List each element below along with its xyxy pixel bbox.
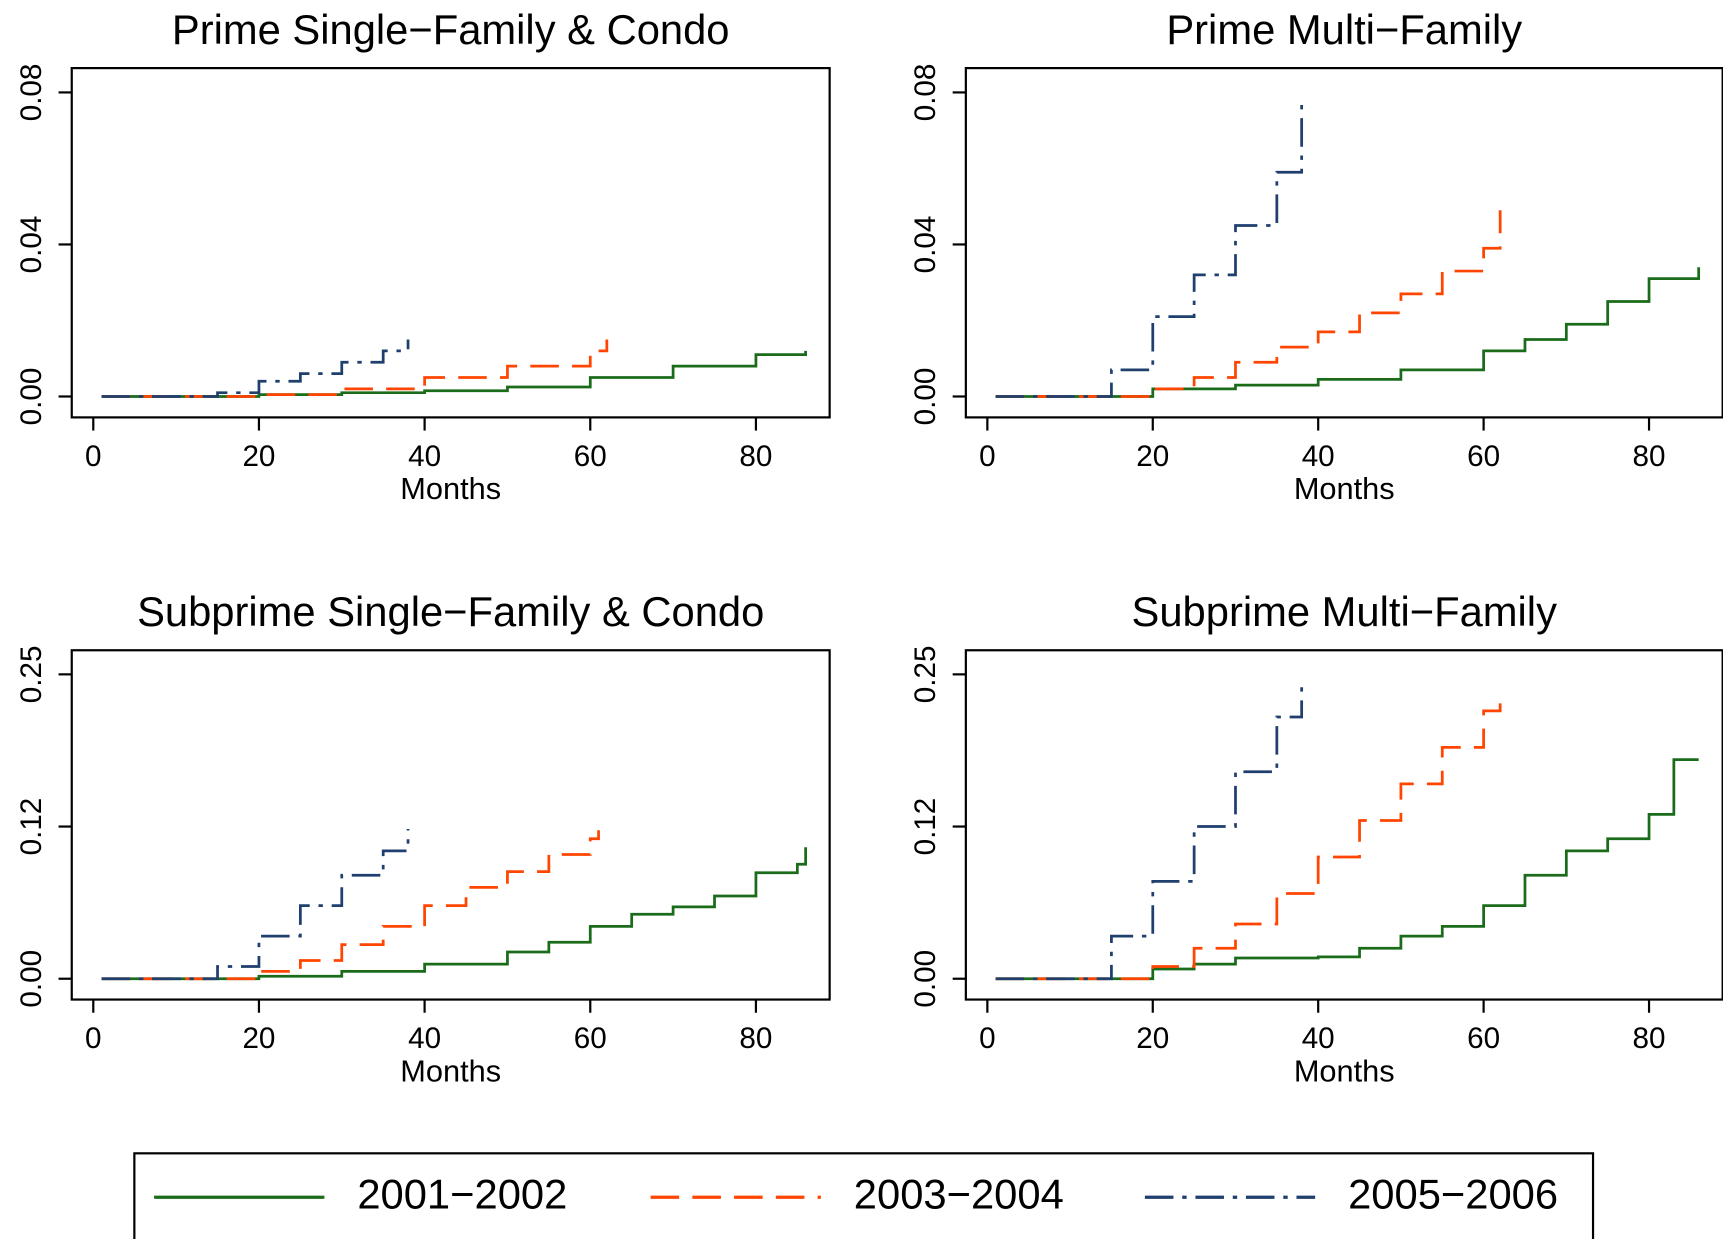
x-axis-label: Months: [400, 1053, 501, 1088]
y-tick-label: 0.04: [909, 216, 942, 274]
step-line: [995, 210, 1502, 398]
x-tick-label: 80: [739, 440, 772, 473]
x-tick-label: 80: [1633, 440, 1666, 473]
x-tick-label: 40: [1302, 440, 1335, 473]
y-tick-label: 0.25: [15, 646, 48, 704]
x-tick-label: 60: [1467, 440, 1500, 473]
step-line: [101, 339, 410, 398]
x-tick-label: 0: [85, 440, 101, 473]
legend-label: 2001−2002: [357, 1170, 567, 1217]
step-line: [995, 103, 1304, 398]
chart-title: Prime Single−Family & Condo: [172, 6, 730, 53]
x-tick-label: 80: [1633, 1022, 1666, 1055]
x-axis-label: Months: [400, 471, 501, 506]
x-tick-label: 40: [1302, 1022, 1335, 1055]
y-tick-label: 0.00: [15, 950, 48, 1008]
x-tick-label: 20: [242, 1022, 275, 1055]
step-line: [101, 830, 600, 981]
legend-label: 2005−2006: [1348, 1170, 1558, 1217]
y-tick-label: 0.00: [909, 950, 942, 1008]
plot-frame: [70, 649, 831, 1001]
y-tick-label: 0.08: [15, 64, 48, 122]
plot-frame: [70, 67, 831, 419]
legend-label: 2003−2004: [854, 1170, 1064, 1217]
step-line: [995, 267, 1701, 398]
chart-title: Subprime Single−Family & Condo: [137, 588, 764, 635]
x-axis-label: Months: [1294, 1053, 1395, 1088]
x-tick-label: 20: [1136, 1022, 1169, 1055]
x-tick-label: 80: [739, 1022, 772, 1055]
step-line: [101, 350, 807, 398]
x-tick-label: 20: [1136, 440, 1169, 473]
plot-frame: [964, 67, 1723, 419]
y-tick-label: 0.00: [15, 368, 48, 426]
y-tick-label: 0.04: [15, 216, 48, 274]
step-line: [995, 701, 1502, 981]
x-tick-label: 0: [979, 1022, 996, 1055]
plot-frame: [964, 649, 1723, 1001]
y-tick-label: 0.12: [909, 798, 942, 856]
step-line: [101, 828, 410, 981]
step-line: [995, 758, 1699, 981]
step-line: [101, 339, 609, 398]
chart-title: Subprime Multi−Family: [1132, 588, 1558, 635]
x-tick-label: 0: [979, 440, 996, 473]
x-tick-label: 20: [242, 440, 275, 473]
x-tick-label: 60: [574, 440, 607, 473]
x-tick-label: 0: [85, 1022, 101, 1055]
step-line: [101, 847, 807, 981]
y-tick-label: 0.25: [909, 646, 942, 704]
legend-box: [133, 1152, 1595, 1239]
y-tick-label: 0.08: [909, 64, 942, 122]
step-line: [995, 680, 1304, 981]
x-tick-label: 40: [408, 1022, 441, 1055]
chart-title: Prime Multi−Family: [1166, 6, 1522, 53]
x-tick-label: 60: [574, 1022, 607, 1055]
y-tick-label: 0.12: [15, 798, 48, 856]
x-tick-label: 60: [1467, 1022, 1500, 1055]
x-axis-label: Months: [1294, 471, 1395, 506]
x-tick-label: 40: [408, 440, 441, 473]
y-tick-label: 0.00: [909, 368, 942, 426]
